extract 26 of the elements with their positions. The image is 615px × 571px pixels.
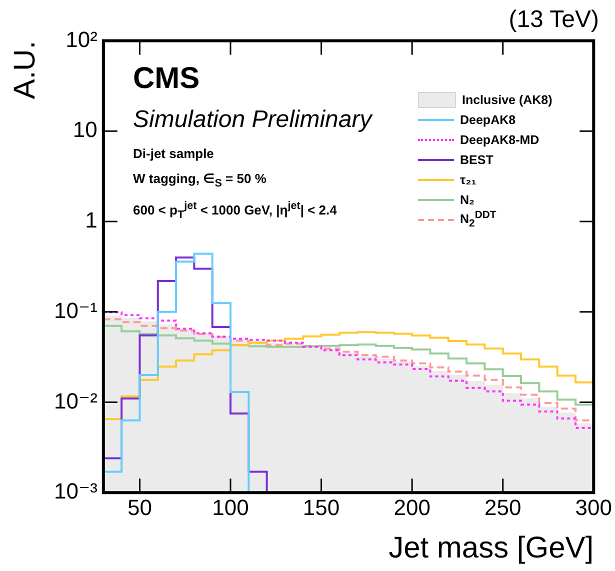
annotation: 600 < p$_{T}$$^{jet}$ < 1000 GeV, |η$^{jet}$| < 2.4 [133,200,338,221]
legend-label: BEST [460,153,494,167]
y-tick-label: 10² [66,26,98,52]
y-tick-label: 10⁻² [54,388,98,414]
x-tick-label: 200 [394,494,430,520]
legend-label: DeepAK8 [460,113,516,127]
legend-label: N₂ [460,193,475,207]
y-axis-title: A.U. [8,40,42,100]
chart-title: (13 TeV) [508,6,599,34]
annotation: Di-jet sample [133,146,215,161]
x-axis-title: Jet mass [GeV] [388,531,594,564]
annotation: W tagging, ∈$_{S}$ = 50 % [133,171,268,190]
legend-label: DeepAK8-MD [460,133,540,147]
x-tick-label: 150 [302,494,340,520]
y-tick-label: 10 [72,117,98,142]
x-tick-label: 100 [212,494,249,520]
y-tick-label: 1 [85,208,98,233]
y-tick-label: 10⁻¹ [54,298,98,323]
x-tick-label: 250 [484,494,522,520]
y-tick-label: 10⁻³ [54,478,98,504]
legend-label: τ₂₁ [460,173,476,187]
annotation: Simulation Preliminary [133,106,372,134]
x-tick-label: 300 [575,494,612,520]
annotation: CMS [133,62,201,96]
legend-label: Inclusive (AK8) [462,93,552,107]
x-tick-label: 50 [127,494,152,520]
